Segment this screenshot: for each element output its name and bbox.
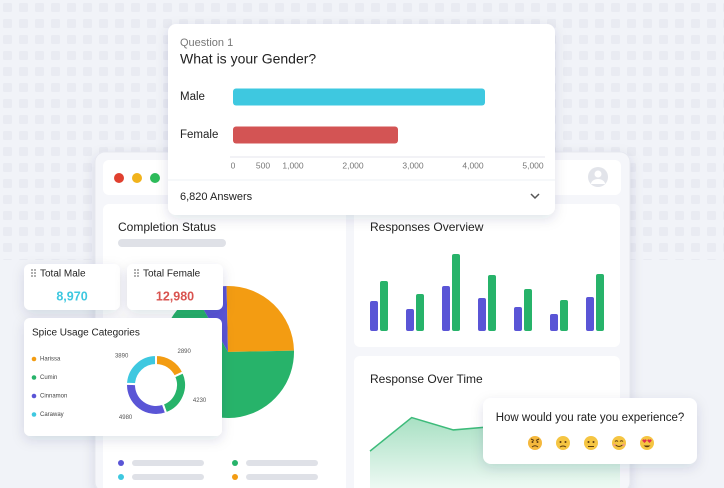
skeleton-line bbox=[118, 239, 226, 247]
x-tick-label: 2,000 bbox=[342, 160, 364, 170]
x-tick-label: 500 bbox=[256, 160, 270, 170]
category-label: Female bbox=[180, 129, 218, 141]
legend-dot bbox=[31, 393, 37, 399]
window-dot bbox=[150, 173, 160, 183]
x-tick-label: 5,000 bbox=[522, 160, 544, 170]
drag-handle-dot bbox=[31, 269, 33, 271]
x-tick-label: 3,000 bbox=[402, 160, 424, 170]
avatar-head bbox=[594, 170, 602, 178]
drag-handle-dot bbox=[34, 275, 36, 277]
total-card bbox=[127, 264, 223, 310]
donut-segment bbox=[124, 353, 157, 386]
drag-handle-dot bbox=[34, 272, 36, 274]
bar bbox=[596, 274, 604, 331]
bar bbox=[488, 275, 496, 331]
bar bbox=[550, 314, 558, 331]
drag-handle-dot bbox=[31, 272, 33, 274]
donut-value-label: 4230 bbox=[193, 398, 207, 404]
drag-handle-dot bbox=[134, 269, 136, 271]
bar bbox=[416, 294, 424, 331]
avatar-body bbox=[591, 179, 605, 184]
rating-question: How would you rate you experience? bbox=[496, 412, 685, 424]
category-label: Male bbox=[180, 91, 205, 103]
legend-dot bbox=[118, 474, 124, 480]
card-title: Responses Overview bbox=[370, 220, 484, 234]
bar bbox=[233, 126, 398, 144]
drag-handle-dot bbox=[137, 275, 139, 277]
bar bbox=[233, 88, 485, 106]
bar bbox=[524, 289, 532, 331]
bar bbox=[380, 281, 388, 331]
emoji-love[interactable] bbox=[640, 436, 654, 450]
question-card bbox=[168, 24, 555, 215]
legend-dot bbox=[232, 474, 238, 480]
emoji-neutral[interactable] bbox=[584, 436, 598, 450]
bar bbox=[586, 297, 594, 331]
bar bbox=[514, 307, 522, 331]
pie-slice bbox=[226, 286, 294, 352]
rating-card bbox=[483, 398, 697, 464]
total-value: 8,970 bbox=[56, 289, 87, 303]
total-label: Total Male bbox=[40, 269, 86, 280]
x-tick-label: 0 bbox=[231, 160, 236, 170]
skeleton-line bbox=[132, 474, 204, 480]
drag-handle-dot bbox=[134, 275, 136, 277]
skeleton-line bbox=[246, 474, 318, 480]
question-title: What is your Gender? bbox=[180, 51, 316, 67]
emoji-sad[interactable] bbox=[556, 436, 570, 450]
drag-handle-dot bbox=[134, 272, 136, 274]
bar bbox=[370, 301, 378, 331]
legend-dot bbox=[118, 460, 124, 466]
question-number: Question 1 bbox=[180, 37, 233, 49]
legend-label: Cumin bbox=[40, 375, 57, 381]
total-value: 12,980 bbox=[156, 289, 194, 303]
legend-label: Cinnamon bbox=[40, 394, 67, 400]
emoji-happy[interactable] bbox=[612, 436, 626, 450]
bar bbox=[406, 309, 414, 331]
legend-dot bbox=[31, 375, 37, 380]
total-card bbox=[24, 264, 120, 310]
donut-value-label: 4980 bbox=[119, 415, 133, 421]
card-title: Spice Usage Categories bbox=[32, 328, 140, 339]
bar bbox=[478, 298, 486, 331]
card-title: Completion Status bbox=[118, 220, 216, 234]
drag-handle-dot bbox=[137, 269, 139, 271]
donut-value-label: 3890 bbox=[115, 354, 129, 360]
legend-label: Harissa bbox=[40, 357, 61, 363]
x-tick-label: 4,000 bbox=[462, 160, 484, 170]
legend-label: Caraway bbox=[40, 412, 64, 418]
skeleton-line bbox=[132, 460, 204, 466]
window-dot bbox=[132, 173, 142, 183]
window-dot bbox=[114, 173, 124, 183]
bar bbox=[560, 300, 568, 331]
card-title: Response Over Time bbox=[370, 372, 483, 386]
bar bbox=[452, 254, 460, 331]
bar bbox=[442, 286, 450, 331]
legend-dot bbox=[31, 412, 37, 417]
expand-chevron[interactable] bbox=[530, 193, 540, 200]
legend-dot bbox=[232, 460, 238, 466]
drag-handle-dot bbox=[137, 272, 139, 274]
drag-handle-dot bbox=[34, 269, 36, 271]
drag-handle-dot bbox=[31, 275, 33, 277]
legend-dot bbox=[31, 356, 37, 362]
x-tick-label: 1,000 bbox=[282, 160, 304, 170]
donut-value-label: 2890 bbox=[178, 349, 192, 355]
emoji-angry[interactable] bbox=[528, 436, 542, 450]
total-label: Total Female bbox=[143, 269, 201, 280]
answers-count: 6,820 Answers bbox=[180, 191, 253, 203]
skeleton-line bbox=[246, 460, 318, 466]
